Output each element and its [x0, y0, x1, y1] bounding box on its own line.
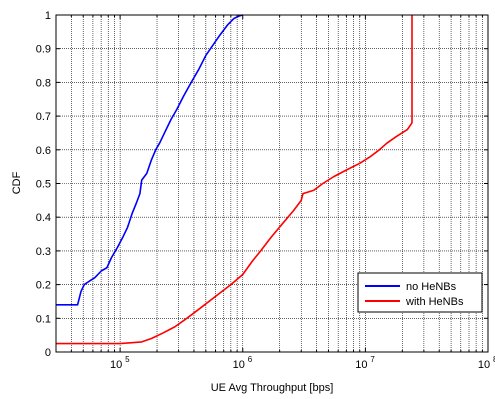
legend: no HeNBs with HeNBs: [357, 272, 483, 313]
x-tick-exponent: 5: [125, 355, 130, 364]
legend-box: [357, 272, 483, 313]
y-tick-label: 0.7: [36, 111, 51, 123]
series-line-1: [56, 15, 413, 345]
y-tick-label: 0.3: [36, 246, 51, 258]
y-axis-label: CDF: [11, 171, 23, 194]
x-axis-label: UE Avg Throughput [bps]: [211, 382, 334, 394]
y-tick-label: 0.9: [36, 44, 51, 56]
y-tick-label: 0.1: [36, 313, 51, 325]
y-tick-label: 0.6: [36, 145, 51, 157]
series-line-0: [56, 14, 243, 306]
y-tick-label: 0.2: [36, 280, 51, 292]
y-tick-label: 0.5: [36, 179, 51, 191]
legend-label-no-henbs: no HeNBs: [406, 281, 457, 293]
x-tick-exponent: 8: [493, 355, 495, 364]
y-tick-label: 1: [45, 10, 51, 22]
x-tick-exponent: 7: [370, 355, 375, 364]
x-tick-label: 10: [110, 359, 122, 371]
y-tick-label: 0.4: [36, 212, 51, 224]
x-tick-label: 10: [233, 359, 245, 371]
x-tick-label: 10: [478, 359, 490, 371]
y-tick-label: 0: [45, 347, 51, 359]
x-tick-label: 10: [355, 359, 367, 371]
legend-label-with-henbs: with HeNBs: [405, 296, 464, 308]
series-layer: [56, 14, 413, 345]
y-tick-label: 0.8: [36, 77, 51, 89]
x-tick-exponent: 6: [248, 355, 253, 364]
